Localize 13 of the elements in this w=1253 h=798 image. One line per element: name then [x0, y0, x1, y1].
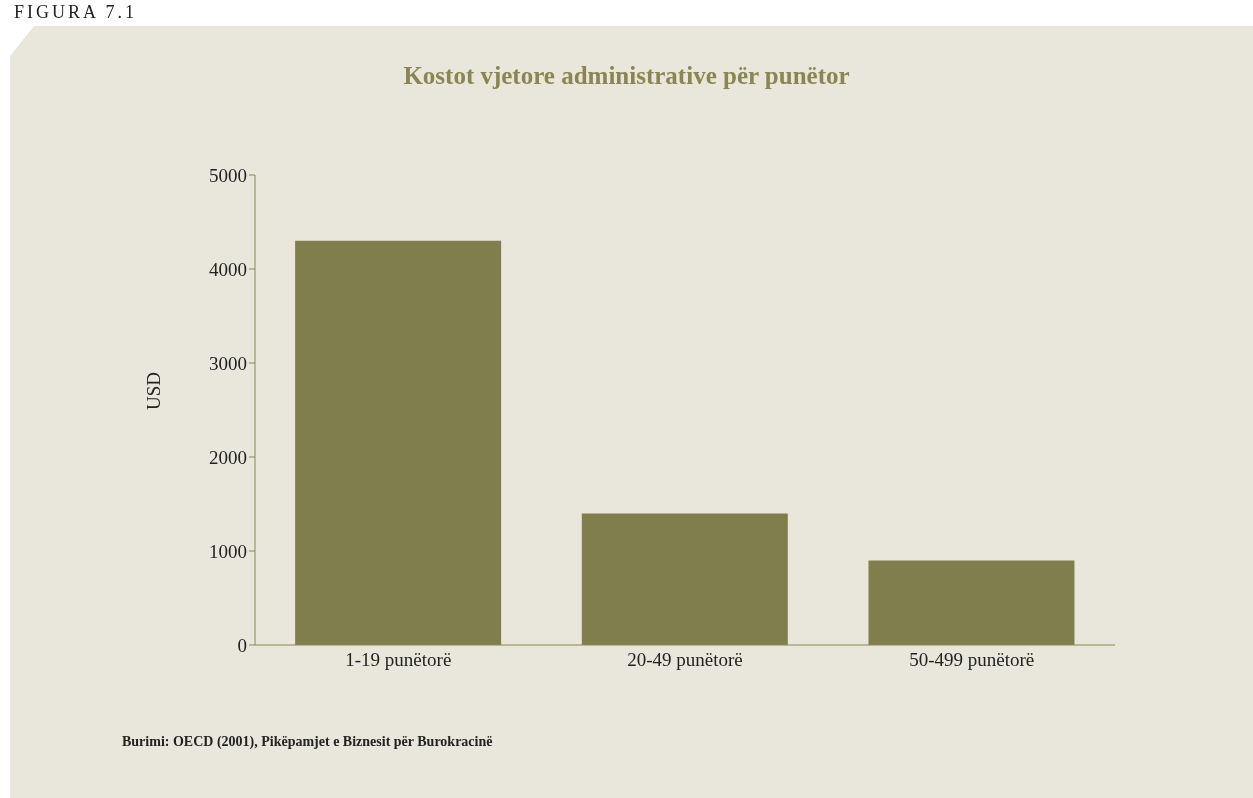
- y-tick-label: 3000: [209, 352, 247, 374]
- text: FIGURA 7.1: [14, 2, 138, 23]
- y-tick-label: 0: [237, 634, 247, 656]
- y-tick-label: 1000: [209, 540, 247, 562]
- text: Burimi: OECD (2001), Pikëpamjet e Biznesit për Burokracinë: [122, 734, 493, 750]
- x-tick-label: 20-49 punëtorë: [627, 649, 743, 671]
- y-tick-label: 2000: [209, 446, 247, 468]
- y-tick-label: 4000: [209, 258, 247, 280]
- chart-title: Kostot vjetore administrative për punëtor: [402, 62, 851, 90]
- x-tick-label: 50-499 punëtorë: [909, 649, 1035, 671]
- x-tick-label: 1-19 punëtorë: [345, 649, 452, 671]
- y-tick-label: 5000: [209, 164, 247, 186]
- y-axis-title: USD: [142, 371, 164, 410]
